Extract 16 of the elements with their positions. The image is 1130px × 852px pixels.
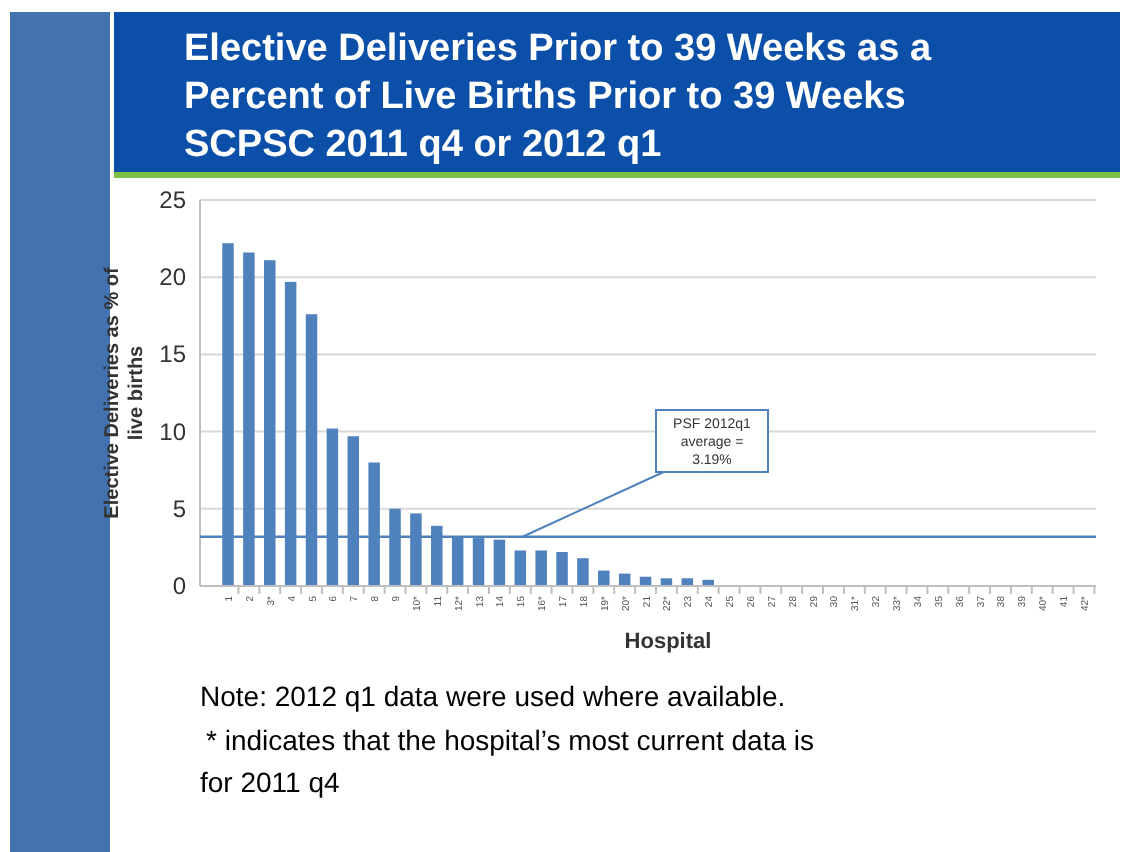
y-tick-label: 20 xyxy=(159,263,187,292)
text: * indicates that the hospital’s most current data is for 2011 q4 xyxy=(200,724,815,798)
bar xyxy=(535,550,547,586)
y-tick-label: 15 xyxy=(159,340,187,369)
text: Note: 2012 q1 data were used where available. xyxy=(200,680,786,712)
y-tick-label: 10 xyxy=(159,417,187,446)
bar xyxy=(556,552,568,586)
bar xyxy=(598,570,610,586)
y-tick-label: 5 xyxy=(172,494,187,523)
y-tick-label: 0 xyxy=(172,572,187,600)
bar xyxy=(514,550,527,586)
y-axis-title: Elective Deliveries as % of live births xyxy=(102,266,148,519)
y-tick-label: 25 xyxy=(159,186,187,214)
bar xyxy=(577,558,589,586)
chart-title: Elective Deliveries Prior to 39 Weeks as a Percent of Live Births Prior to 39 Weeks SCPSC 2011 q4 or 2012 q1 xyxy=(184,28,932,166)
x-axis-title: Hospital xyxy=(624,630,712,654)
